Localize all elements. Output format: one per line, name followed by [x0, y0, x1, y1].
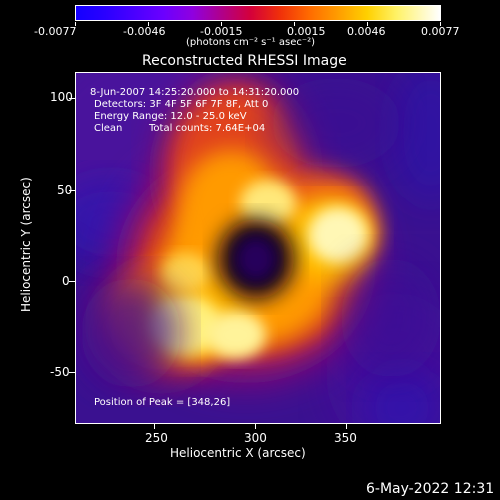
x-tick-label: 350 — [334, 431, 357, 445]
y-axis-tick — [69, 190, 75, 191]
x-axis-tick — [154, 423, 155, 429]
colorbar-tick — [75, 22, 76, 26]
x-axis-tick — [346, 423, 347, 429]
colorbar-tick-label: 0.0077 — [421, 25, 460, 38]
y-axis-label: Heliocentric Y (arcsec) — [19, 177, 33, 312]
colorbar-tick-label: 0.0046 — [347, 25, 386, 38]
y-tick-label: 50 — [57, 183, 73, 197]
y-axis-tick — [69, 98, 75, 99]
colorbar-tick — [221, 22, 222, 26]
colorbar-tick-label: -0.0015 — [200, 25, 243, 38]
observation-time-annotation: 8-Jun-2007 14:25:20.000 to 14:31:20.000 — [90, 87, 300, 98]
colorbar-tick-label: -0.0077 — [34, 25, 77, 38]
colorbar-tick-label: 0.0015 — [287, 25, 326, 38]
colorbar-tick — [367, 22, 368, 26]
energy-range-annotation: Energy Range: 12.0 - 25.0 keV — [94, 111, 247, 122]
y-axis-tick — [69, 372, 75, 373]
colorbar-tick-label: -0.0046 — [123, 25, 166, 38]
y-tick-label: 0 — [62, 274, 70, 288]
colorbar-tick — [440, 22, 441, 26]
colorbar-tick — [294, 22, 295, 26]
y-tick-label: 100 — [50, 90, 73, 104]
y-axis-tick — [69, 281, 75, 282]
x-axis-label: Heliocentric X (arcsec) — [170, 446, 306, 460]
colorbar-unit-label: (photons cm⁻² s⁻¹ asec⁻²) — [186, 37, 316, 48]
rhessi-heatmap — [76, 73, 440, 423]
colorbar-tick — [148, 22, 149, 26]
clean-annotation: Clean — [94, 123, 123, 134]
detectors-annotation: Detectors: 3F 4F 5F 6F 7F 8F, Att 0 — [94, 99, 269, 110]
colorbar — [75, 5, 441, 21]
rhessi-image-panel — [75, 72, 441, 424]
x-tick-label: 250 — [145, 431, 168, 445]
plot-title: Reconstructed RHESSI Image — [142, 53, 347, 69]
footer-timestamp: 6-May-2022 12:31 — [366, 481, 495, 497]
total-counts-annotation: Total counts: 7.64E+04 — [149, 123, 266, 134]
peak-position-annotation: Position of Peak = [348,26] — [94, 397, 231, 408]
y-tick-label: -50 — [50, 365, 70, 379]
x-tick-label: 300 — [244, 431, 267, 445]
x-axis-tick — [255, 423, 256, 429]
